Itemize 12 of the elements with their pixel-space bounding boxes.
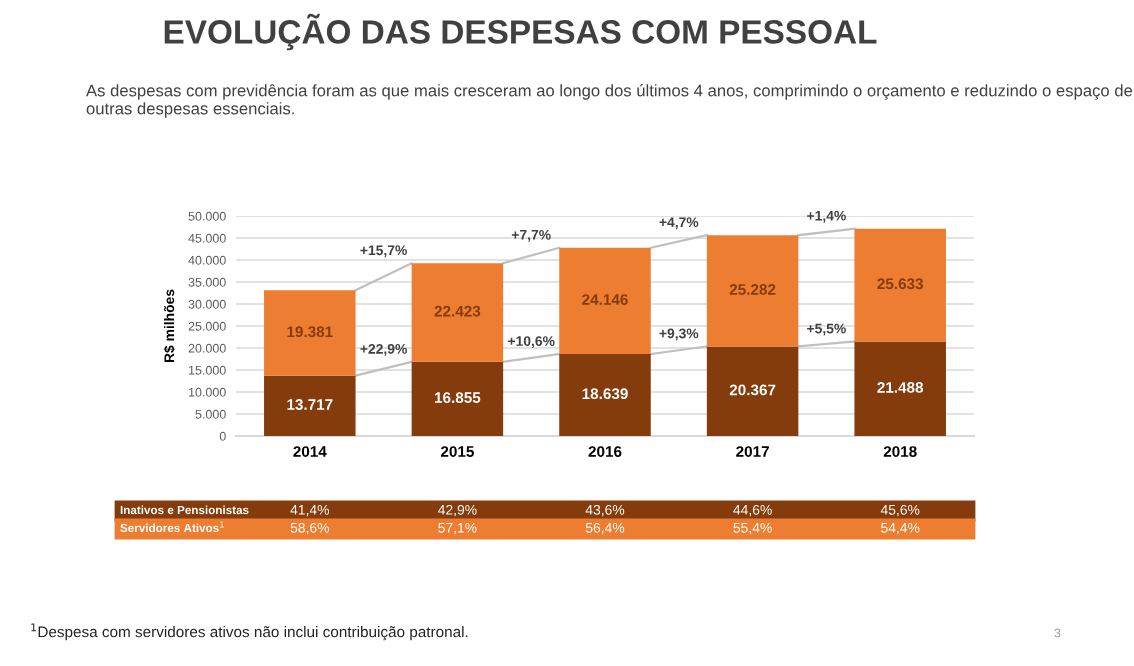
bar [706,235,799,347]
bar [559,247,651,354]
bar [264,290,356,376]
bar [264,375,356,436]
bar [411,263,504,362]
chart-subtitle: As despesas com previdência foram as que mais cresceram ao longo dos últimos 4 anos, comprimindo o orçamento e reduzindo o espaço de outras despesas essenciais. [86,84,1133,118]
chart-title: EVOLUÇÃO DAS DESPESAS COM PESSOAL [164,13,877,51]
bar [854,228,946,342]
bar [854,341,946,436]
bar [559,353,651,436]
bar [706,346,799,436]
bar [411,361,504,436]
